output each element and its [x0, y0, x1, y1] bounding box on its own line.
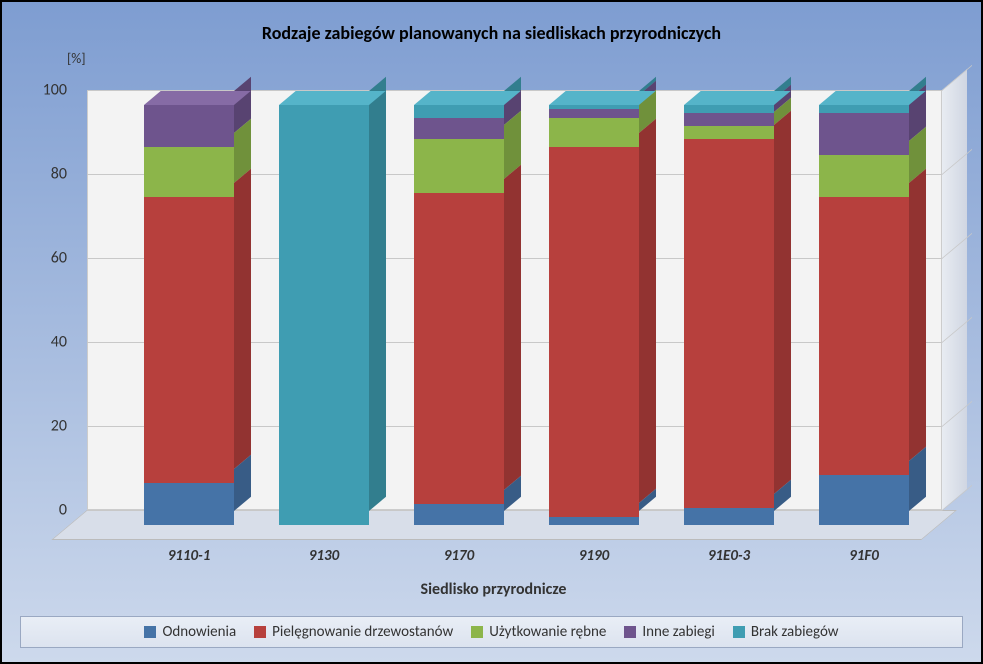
plot-area: 020406080100 — [87, 90, 942, 510]
legend-label: Użytkowanie rębne — [489, 623, 606, 641]
legend-swatch — [733, 626, 745, 638]
legend-swatch — [624, 626, 636, 638]
bar-segment — [684, 139, 774, 509]
x-tick-label: 91F0 — [814, 547, 914, 565]
x-tick-label: 9170 — [409, 547, 509, 565]
bar — [819, 105, 909, 525]
legend-swatch — [471, 626, 483, 638]
bar-top — [549, 91, 656, 105]
bar-side — [369, 77, 386, 511]
legend-label: Inne zabiegi — [642, 623, 715, 641]
bar-segment — [144, 483, 234, 525]
y-tick-label: 60 — [51, 249, 67, 268]
bar-segment — [414, 504, 504, 525]
bar-segment — [414, 139, 504, 194]
y-axis-unit: [%] — [67, 50, 86, 67]
chart-container: Rodzaje zabiegów planowanych na siedlisk… — [0, 0, 983, 664]
chart-title: Rodzaje zabiegów planowanych na siedlisk… — [14, 22, 969, 44]
legend-label: Brak zabiegów — [751, 623, 839, 641]
bar-segment-side — [369, 77, 386, 511]
legend-item: Użytkowanie rębne — [471, 623, 606, 641]
bar-segment — [279, 105, 369, 525]
bar-segment — [819, 475, 909, 525]
legend-item: Odnowienia — [144, 623, 236, 641]
y-tick-label: 100 — [43, 81, 67, 100]
bar-front — [279, 105, 369, 525]
x-labels-group: 9110-1 9130 9170 9190 91E0-3 91F0 — [87, 547, 942, 571]
y-tick-label: 40 — [51, 333, 67, 352]
bar-top — [279, 91, 386, 105]
bar — [684, 105, 774, 525]
bar-front — [549, 105, 639, 525]
bar-segment — [144, 197, 234, 483]
legend-label: Odnowienia — [162, 623, 236, 641]
bar-segment-side — [504, 165, 521, 490]
bar-front — [819, 105, 909, 525]
bar-top — [144, 91, 251, 105]
y-tick-label: 20 — [51, 417, 67, 436]
bar-side — [234, 77, 251, 511]
legend-item: Brak zabiegów — [733, 623, 839, 641]
bar-front — [144, 105, 234, 525]
bar-top — [819, 91, 926, 105]
bar-top — [684, 91, 791, 105]
bar-side — [504, 77, 521, 511]
bar-top — [414, 91, 521, 105]
bar-segment — [819, 155, 909, 197]
bar-segment — [414, 105, 504, 118]
bar-segment — [549, 517, 639, 525]
x-tick-label: 9190 — [544, 547, 644, 565]
bar-segment — [684, 105, 774, 113]
x-tick-label: 91E0-3 — [679, 547, 779, 565]
bar — [549, 105, 639, 525]
legend-label: Pielęgnowanie drzewostanów — [272, 623, 453, 641]
y-tick-label: 0 — [59, 501, 67, 520]
bar-segment-side — [234, 169, 251, 469]
bar-segment — [819, 113, 909, 155]
x-axis-title: Siedlisko przyrodnicze — [2, 580, 983, 599]
bar — [414, 105, 504, 525]
bar-segment — [144, 105, 234, 147]
side-wall — [942, 69, 967, 510]
bar — [279, 105, 369, 525]
bars-group — [87, 90, 942, 510]
bar-front — [414, 105, 504, 525]
bar-segment — [414, 193, 504, 504]
bar-segment — [414, 118, 504, 139]
bar-segment — [819, 197, 909, 474]
legend-swatch — [144, 626, 156, 638]
bar-segment — [684, 126, 774, 139]
bar-side — [639, 77, 656, 511]
bar-segment — [549, 109, 639, 117]
bar-segment — [549, 147, 639, 517]
x-tick-label: 9130 — [274, 547, 374, 565]
bar-segment — [684, 113, 774, 126]
legend: Odnowienia Pielęgnowanie drzewostanów Użyt… — [20, 616, 963, 648]
bar-segment — [684, 508, 774, 525]
bar — [144, 105, 234, 525]
x-tick-label: 9110-1 — [139, 547, 239, 565]
legend-item: Inne zabiegi — [624, 623, 715, 641]
bar-front — [684, 105, 774, 525]
legend-item: Pielęgnowanie drzewostanów — [254, 623, 453, 641]
bar-segment — [144, 147, 234, 197]
bar-segment — [549, 118, 639, 147]
bar-segment-side — [639, 119, 656, 503]
y-tick-label: 80 — [51, 165, 67, 184]
bar-side — [909, 77, 926, 511]
legend-swatch — [254, 626, 266, 638]
bar-side — [774, 77, 791, 511]
bar-segment-side — [774, 110, 791, 494]
bar-segment — [819, 105, 909, 113]
bar-segment-side — [909, 169, 926, 460]
